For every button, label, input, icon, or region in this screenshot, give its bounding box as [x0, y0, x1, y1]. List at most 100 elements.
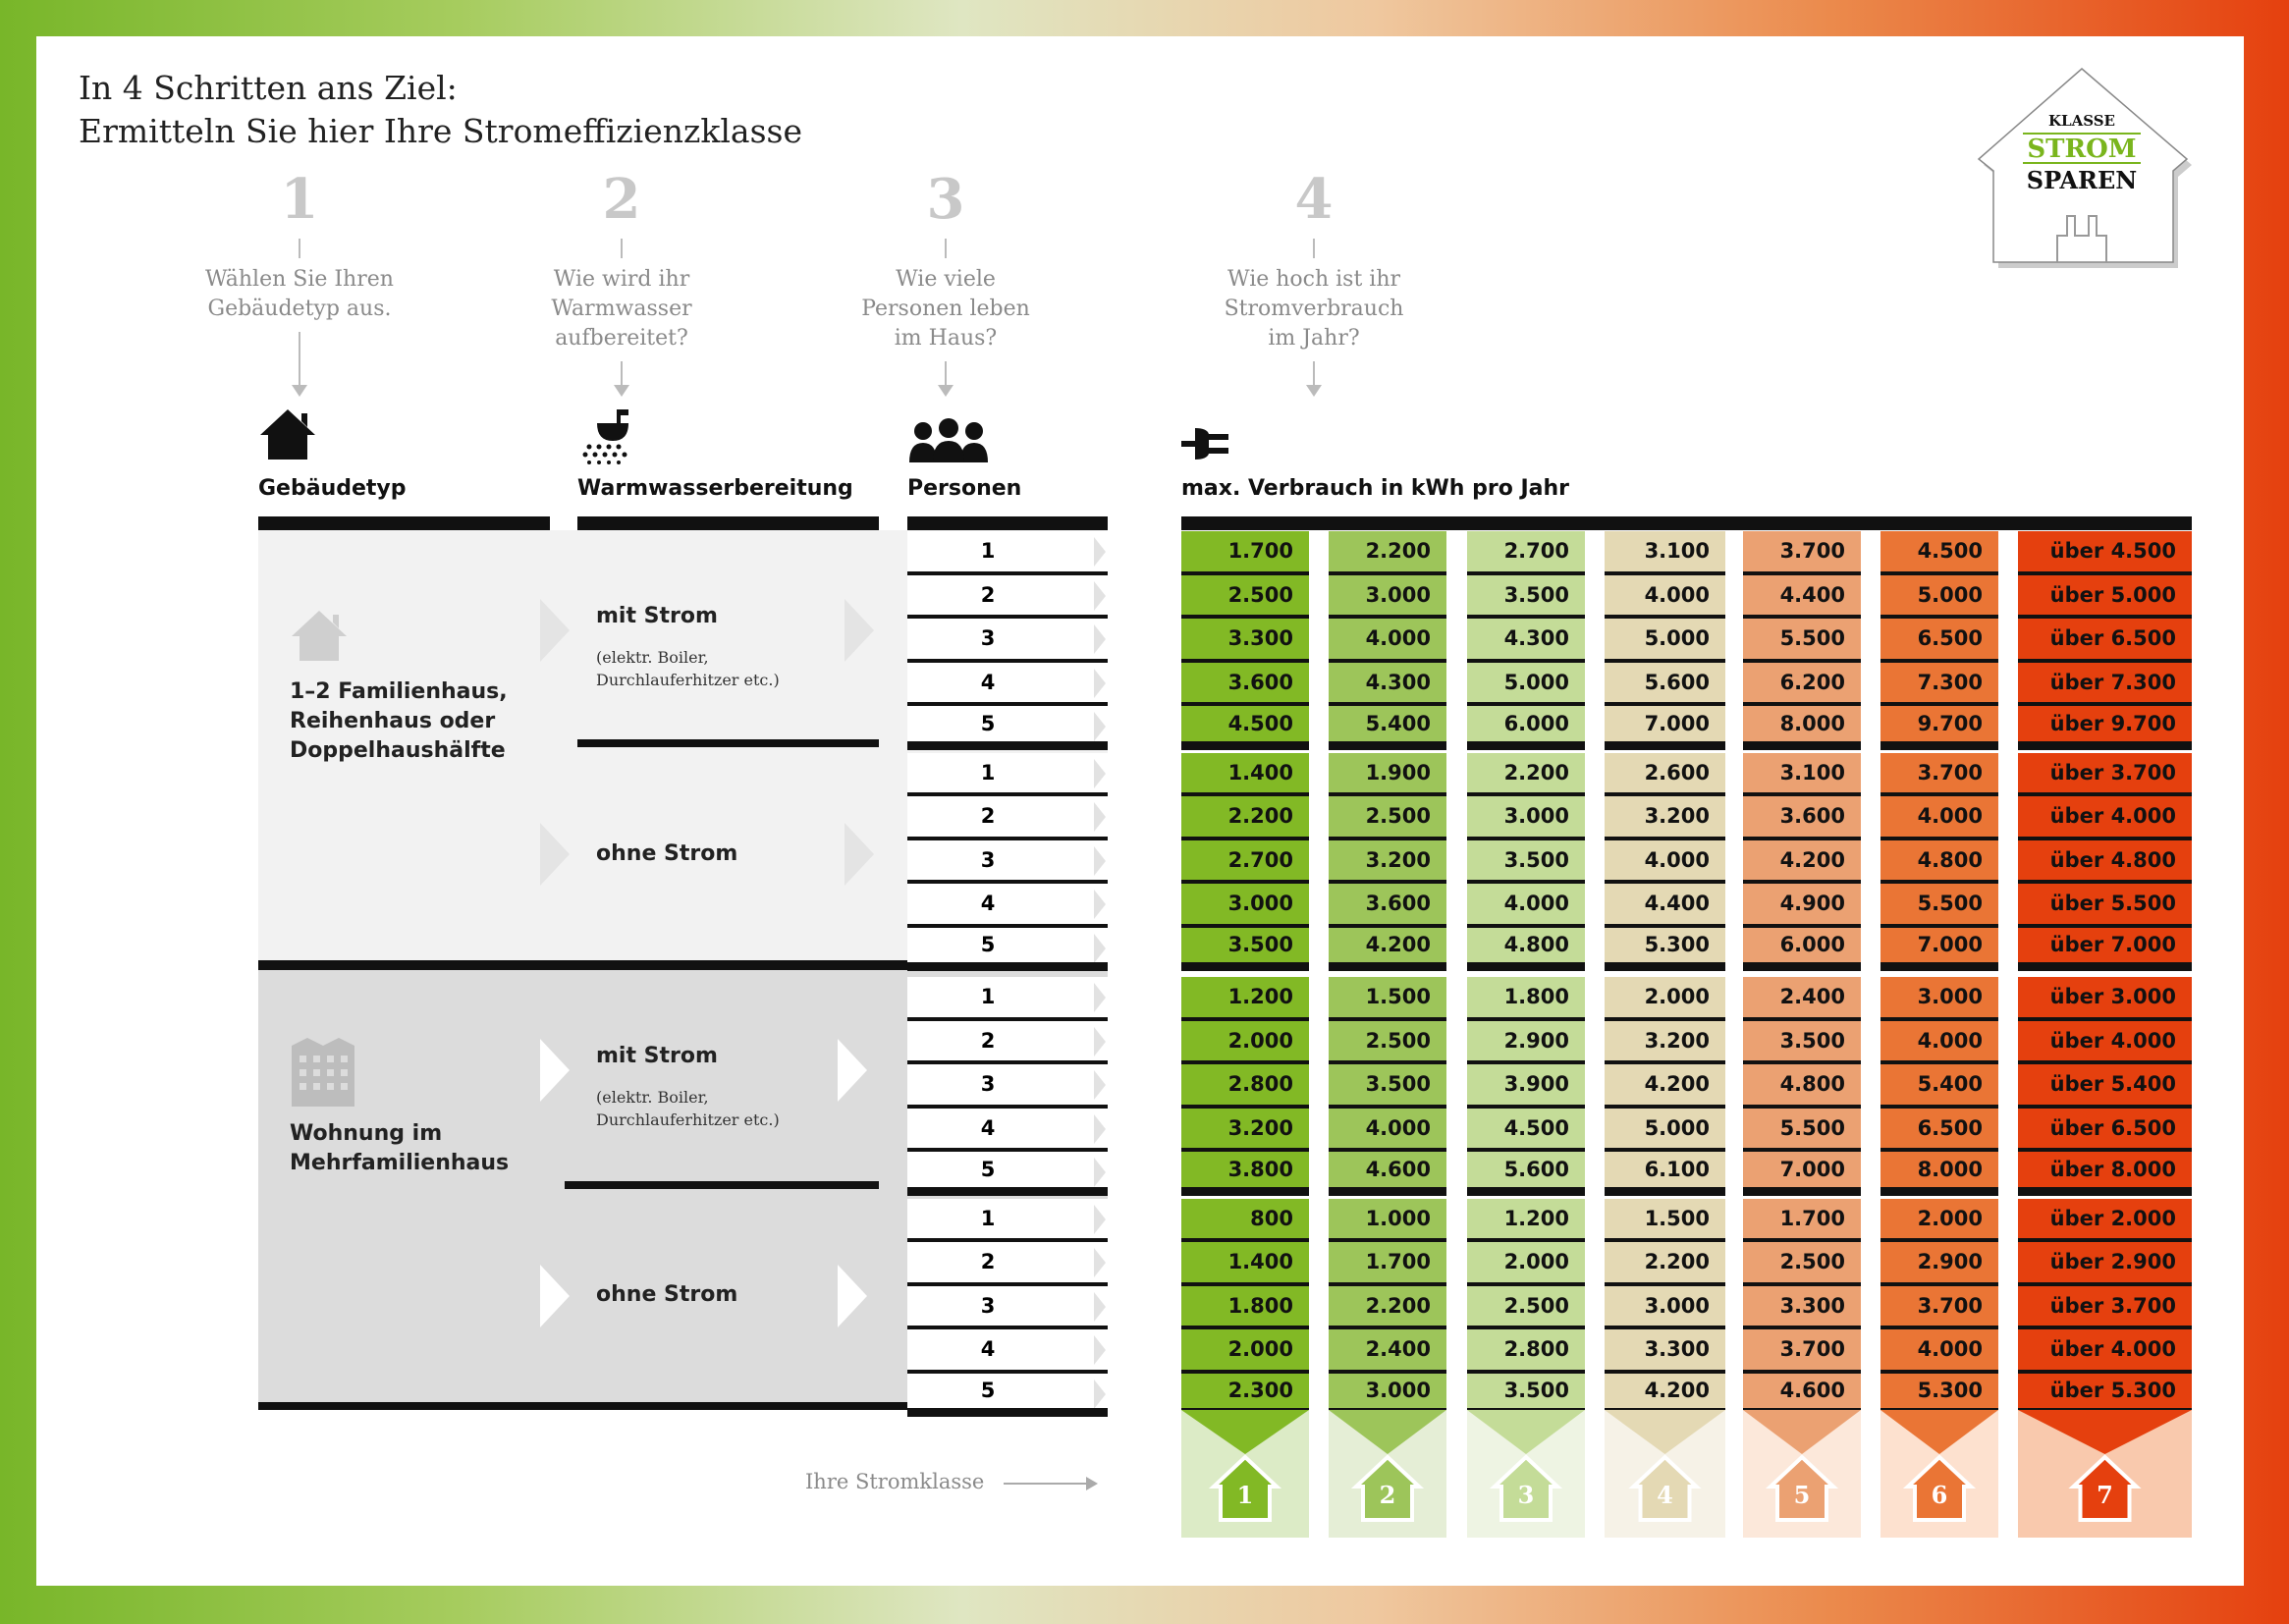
row-divider	[1329, 923, 1446, 928]
header-building-type: Gebäudetyp	[258, 476, 407, 501]
consumption-cell-class-6: 9.700	[1880, 706, 1998, 741]
row-divider	[1605, 836, 1725, 840]
consumption-cell-class-7: über 9.700	[2018, 706, 2192, 741]
header-bar	[1181, 516, 2192, 530]
row-divider	[1880, 1238, 1998, 1242]
consumption-cell-class-1: 800	[1181, 1198, 1309, 1238]
consumption-cell-class-3: 4.500	[1467, 1108, 1585, 1148]
consumption-cell-class-4: 4.200	[1605, 1373, 1725, 1408]
row-divider	[1181, 792, 1309, 796]
step-connector	[299, 239, 300, 258]
consumption-cell-class-5: 4.200	[1743, 839, 1861, 880]
consumption-cell-class-6: 4.500	[1880, 531, 1998, 571]
consumption-cell-class-4: 5.000	[1605, 619, 1725, 659]
step-text: Wie viele Personen leben im Haus?	[808, 265, 1083, 353]
class-footer-5: 5	[1743, 1410, 1861, 1538]
row-divider	[1605, 658, 1725, 663]
consumption-cell-class-5: 6.200	[1743, 662, 1861, 702]
group-divider	[258, 1402, 1108, 1410]
row-divider	[1467, 702, 1585, 706]
header-bar	[907, 516, 1108, 530]
arrow-down-icon	[614, 361, 629, 397]
consumption-cell-class-2: 3.000	[1329, 574, 1446, 615]
consumption-cell-class-4: 4.200	[1605, 1064, 1725, 1105]
consumption-cell-class-1: 1.800	[1181, 1285, 1309, 1326]
step-text-line: Stromverbrauch	[1224, 297, 1404, 321]
consumption-cell-class-6: 5.300	[1880, 1373, 1998, 1408]
consumption-cell-class-7: über 4.000	[2018, 1020, 2192, 1060]
building-label-apartment: Wohnung im Mehrfamilienhaus	[290, 1121, 510, 1175]
step-number: 4	[1294, 167, 1334, 232]
row-divider	[1181, 1281, 1309, 1286]
row-divider	[1181, 1148, 1309, 1152]
persons-cell: 1	[907, 1198, 1108, 1238]
consumption-cell-class-4: 3.000	[1605, 1285, 1725, 1326]
class-pointer-icon	[1605, 1410, 1725, 1522]
consumption-cell-class-5: 2.500	[1743, 1242, 1861, 1282]
header-persons: Personen	[907, 476, 1022, 501]
consumption-cell-class-6: 5.400	[1880, 1064, 1998, 1105]
consumption-cell-class-4: 3.100	[1605, 531, 1725, 571]
consumption-cell-class-7: über 3.700	[2018, 752, 2192, 792]
consumption-cell-class-2: 2.200	[1329, 1285, 1446, 1326]
consumption-cell-class-5: 3.600	[1743, 796, 1861, 837]
consumption-cell-class-5: 3.500	[1743, 1020, 1861, 1060]
consumption-cell-class-4: 4.400	[1605, 884, 1725, 924]
row-divider	[907, 962, 1108, 971]
consumption-cell-class-6: 5.000	[1880, 574, 1998, 615]
row-divider	[2018, 1326, 2192, 1329]
consumption-cell-class-3: 2.500	[1467, 1285, 1585, 1326]
row-divider	[1467, 615, 1585, 619]
row-divider	[2018, 702, 2192, 706]
consumption-cell-class-7: über 3.000	[2018, 977, 2192, 1017]
consumption-cell-class-3: 3.500	[1467, 839, 1585, 880]
row-divider	[1880, 962, 1998, 971]
step-number: 1	[280, 167, 319, 232]
row-divider	[1467, 792, 1585, 796]
persons-cell: 5	[907, 1373, 1108, 1408]
row-divider	[2018, 1016, 2192, 1021]
consumption-cell-class-6: 2.900	[1880, 1242, 1998, 1282]
class-footer-3: 3	[1467, 1410, 1585, 1538]
step-text-line: Gebäudetyp aus.	[207, 297, 392, 321]
plug-icon	[1181, 428, 1228, 460]
row-divider	[1605, 962, 1725, 971]
step-text-line: Wie viele	[896, 267, 996, 292]
consumption-cell-class-5: 2.400	[1743, 977, 1861, 1017]
consumption-cell-class-4: 2.600	[1605, 752, 1725, 792]
consumption-cell-class-2: 2.500	[1329, 1020, 1446, 1060]
row-divider	[1743, 1186, 1861, 1196]
consumption-cell-class-1: 3.200	[1181, 1108, 1309, 1148]
consumption-cell-class-5: 5.500	[1743, 619, 1861, 659]
header-consumption: max. Verbrauch in kWh pro Jahr	[1181, 476, 1570, 501]
row-divider	[1880, 1016, 1998, 1021]
row-divider	[1880, 1369, 1998, 1374]
row-divider	[1467, 740, 1585, 750]
consumption-cell-class-5: 3.100	[1743, 752, 1861, 792]
consumption-cell-class-1: 2.000	[1181, 1020, 1309, 1060]
row-divider	[1880, 880, 1998, 884]
consumption-cell-class-4: 5.300	[1605, 927, 1725, 962]
row-divider	[1329, 1060, 1446, 1064]
arrow-right-icon	[845, 599, 874, 662]
class-label: Ihre Stromklasse	[805, 1470, 985, 1493]
row-divider	[1329, 1238, 1446, 1242]
water-with-power: mit Strom	[596, 1044, 718, 1068]
row-divider	[907, 1104, 1108, 1109]
row-divider	[1467, 1148, 1585, 1152]
consumption-cell-class-7: über 5.400	[2018, 1064, 2192, 1105]
consumption-cell-class-4: 3.200	[1605, 1020, 1725, 1060]
step-text-line: im Jahr?	[1268, 326, 1360, 351]
arrow-right-icon	[540, 1039, 570, 1102]
row-divider	[1467, 1238, 1585, 1242]
consumption-cell-class-6: 6.500	[1880, 619, 1998, 659]
row-divider	[1181, 836, 1309, 840]
group-divider	[258, 960, 1108, 970]
section-divider	[565, 1181, 879, 1189]
row-divider	[1605, 1326, 1725, 1329]
arrow-down-icon	[938, 361, 954, 397]
row-divider	[1743, 792, 1861, 796]
row-divider	[1329, 702, 1446, 706]
row-divider	[907, 702, 1108, 706]
row-divider	[1467, 1060, 1585, 1064]
